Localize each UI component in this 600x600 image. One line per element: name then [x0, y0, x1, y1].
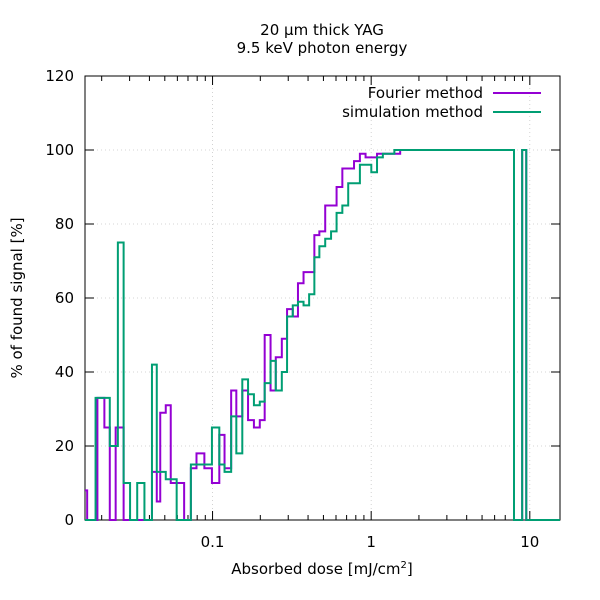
chart-title-line-1: 20 µm thick YAG — [260, 21, 384, 39]
x-axis-title-superscript: 2 — [401, 560, 407, 571]
chart-title-line-2: 9.5 keV photon energy — [237, 39, 408, 57]
y-tick-label: 20 — [55, 437, 74, 455]
legend-label-simulation: simulation method — [342, 103, 483, 121]
y-tick-label: 40 — [55, 363, 74, 381]
x-axis-title-end: ] — [407, 560, 413, 578]
series-line-simulation — [85, 149, 560, 521]
axis-ticks: 0 20 40 60 80 100 120 0.1 1 10 — [45, 67, 560, 551]
x-tick-label: 1 — [366, 533, 376, 551]
x-tick-label: 10 — [520, 533, 539, 551]
y-tick-label: 100 — [45, 141, 74, 159]
legend: Fourier method simulation method — [342, 84, 541, 121]
x-tick-label: 0.1 — [201, 533, 225, 551]
x-axis-title-main: Absorbed dose [mJ/cm — [231, 560, 400, 578]
x-axis-title: Absorbed dose [mJ/cm2] — [231, 560, 413, 578]
y-axis-title: % of found signal [%] — [8, 217, 26, 378]
y-tick-label: 120 — [45, 67, 74, 85]
series-layer — [85, 149, 560, 521]
y-tick-label: 80 — [55, 215, 74, 233]
legend-label-fourier: Fourier method — [368, 84, 483, 102]
y-tick-label: 0 — [64, 511, 74, 529]
y-tick-label: 60 — [55, 289, 74, 307]
